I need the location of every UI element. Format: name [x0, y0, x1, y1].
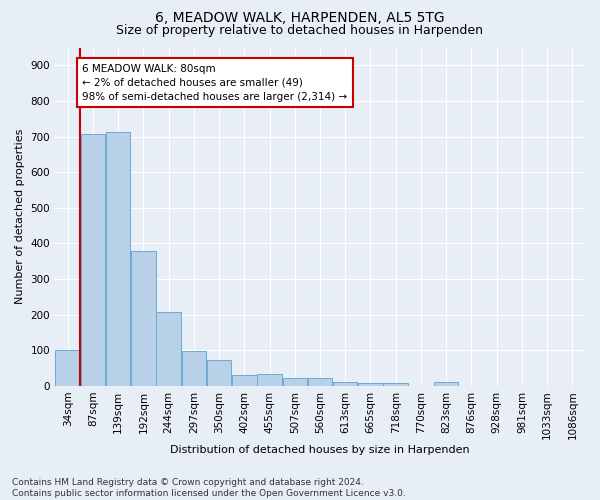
Bar — [283, 378, 307, 386]
Bar — [358, 383, 383, 386]
Text: 6 MEADOW WALK: 80sqm
← 2% of detached houses are smaller (49)
98% of semi-detach: 6 MEADOW WALK: 80sqm ← 2% of detached ho… — [82, 64, 347, 102]
Bar — [434, 382, 458, 386]
X-axis label: Distribution of detached houses by size in Harpenden: Distribution of detached houses by size … — [170, 445, 470, 455]
Bar — [207, 360, 232, 386]
Bar — [80, 134, 105, 386]
Bar — [182, 352, 206, 386]
Text: Size of property relative to detached houses in Harpenden: Size of property relative to detached ho… — [116, 24, 484, 37]
Y-axis label: Number of detached properties: Number of detached properties — [15, 129, 25, 304]
Bar — [308, 378, 332, 386]
Text: Contains HM Land Registry data © Crown copyright and database right 2024.
Contai: Contains HM Land Registry data © Crown c… — [12, 478, 406, 498]
Bar — [232, 376, 257, 386]
Bar — [257, 374, 282, 386]
Bar — [106, 132, 130, 386]
Bar — [333, 382, 358, 386]
Bar — [383, 383, 408, 386]
Bar — [55, 350, 80, 386]
Bar — [157, 312, 181, 386]
Text: 6, MEADOW WALK, HARPENDEN, AL5 5TG: 6, MEADOW WALK, HARPENDEN, AL5 5TG — [155, 11, 445, 25]
Bar — [131, 252, 155, 386]
